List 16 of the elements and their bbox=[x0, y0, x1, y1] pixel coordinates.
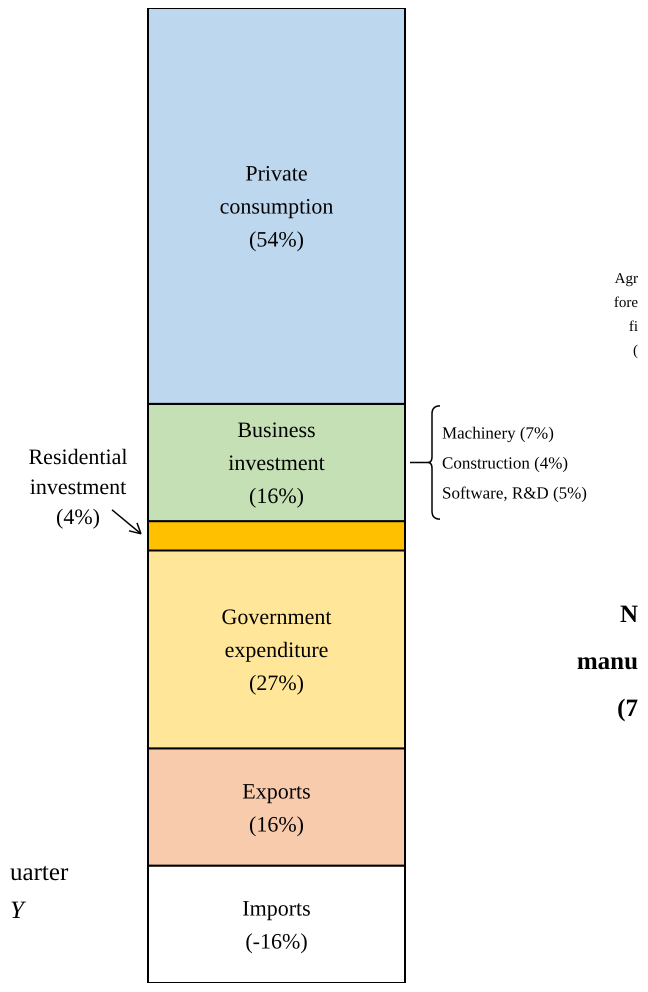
text: uarter Y bbox=[10, 859, 69, 924]
text: N manu (7 bbox=[576, 601, 638, 722]
series-label: Government expenditure bbox=[222, 604, 332, 662]
series-label: Residential investment bbox=[28, 444, 128, 499]
series-label: Private consumption bbox=[220, 160, 334, 219]
text: Agr fore fi ( bbox=[614, 271, 638, 359]
series-label: Business investment bbox=[228, 417, 325, 476]
data-label: (54%) bbox=[249, 226, 304, 252]
text: Machinery (7%) Construction (4%) Software, R&D (5%) bbox=[442, 423, 587, 502]
data-label: (16%) bbox=[249, 483, 304, 508]
data-label: (27%) bbox=[249, 670, 304, 696]
data-label: (4%) bbox=[56, 504, 100, 529]
data-label: (-16%) bbox=[245, 928, 308, 954]
series-label: Exports bbox=[242, 778, 311, 804]
series-label: Imports bbox=[242, 896, 311, 921]
data-label: (16%) bbox=[249, 811, 304, 836]
